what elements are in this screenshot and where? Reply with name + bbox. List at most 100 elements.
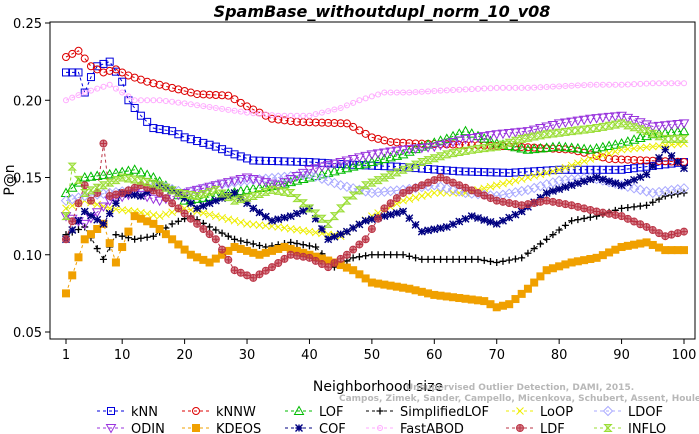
data-point	[231, 107, 238, 114]
data-point	[428, 142, 440, 153]
data-point	[424, 190, 432, 199]
data-point	[199, 90, 208, 99]
data-point	[681, 80, 687, 87]
data-point	[199, 201, 208, 210]
data-point	[517, 289, 526, 298]
data-point	[623, 178, 632, 187]
data-point	[211, 196, 220, 205]
data-point	[230, 95, 239, 104]
data-point	[299, 226, 308, 235]
data-point	[287, 238, 295, 246]
data-point	[528, 125, 540, 136]
data-point	[435, 152, 446, 161]
data-point	[104, 178, 115, 187]
data-point	[524, 84, 531, 91]
data-point	[256, 241, 264, 249]
data-point	[462, 255, 470, 263]
data-point	[442, 222, 451, 231]
data-point	[80, 235, 89, 244]
data-point	[205, 210, 214, 219]
legend-label: LDOF	[628, 405, 663, 420]
data-point	[572, 142, 584, 153]
data-point	[287, 112, 294, 119]
data-point	[387, 89, 394, 96]
data-point	[73, 175, 84, 184]
data-point	[455, 167, 464, 176]
data-point	[423, 156, 433, 165]
data-point	[250, 110, 257, 117]
data-point	[592, 153, 601, 161]
data-point	[424, 255, 432, 263]
data-point	[292, 157, 301, 166]
data-point	[523, 167, 532, 176]
data-point	[167, 186, 177, 195]
data-point	[112, 205, 120, 214]
data-point	[460, 125, 471, 136]
data-point	[218, 194, 227, 203]
data-point	[405, 214, 414, 223]
data-point	[674, 80, 681, 87]
data-point	[322, 161, 334, 171]
data-point	[547, 120, 559, 131]
data-point	[93, 245, 101, 253]
x-tick-label: 60	[426, 348, 443, 363]
data-point	[573, 126, 583, 135]
data-point	[467, 167, 476, 176]
data-point	[129, 175, 140, 184]
data-point	[60, 195, 72, 206]
data-point	[193, 90, 202, 99]
data-point	[285, 175, 297, 185]
data-point	[199, 138, 208, 147]
data-point	[161, 230, 170, 239]
data-point	[591, 114, 602, 124]
legend-item-odin: ODIN	[97, 422, 165, 434]
data-point	[361, 129, 370, 138]
data-point	[368, 251, 376, 259]
data-point	[300, 112, 307, 119]
data-point	[118, 243, 127, 252]
data-point	[274, 215, 283, 224]
data-point	[461, 167, 470, 176]
data-point	[193, 204, 202, 213]
data-point	[460, 146, 471, 155]
data-point	[585, 144, 596, 154]
x-tick-label: 50	[364, 348, 381, 363]
data-point	[355, 270, 364, 279]
chart-title: SpamBase_withoutdupl_norm_10_v08	[214, 2, 551, 21]
data-point	[286, 188, 296, 197]
data-point	[318, 109, 325, 116]
data-point	[299, 206, 308, 215]
data-point	[618, 204, 626, 212]
data-point	[118, 232, 126, 240]
data-point	[678, 119, 690, 129]
data-point	[661, 145, 670, 154]
data-point	[91, 208, 103, 218]
data-point	[416, 143, 428, 154]
data-point	[374, 251, 382, 259]
data-point	[118, 206, 127, 214]
data-point	[324, 235, 333, 244]
data-point	[437, 255, 445, 263]
y-axis-title: P@n	[2, 164, 18, 195]
data-point	[243, 238, 251, 246]
legend-swatch-marker	[603, 424, 613, 432]
data-point	[61, 212, 71, 221]
data-point	[412, 89, 419, 96]
data-point	[274, 157, 283, 166]
watermark-line-1: Unsupervised Outlier Detection, DAMI, 20…	[406, 383, 634, 393]
data-point	[143, 233, 151, 241]
data-point	[549, 231, 557, 239]
data-point	[331, 106, 338, 113]
data-point	[468, 86, 475, 93]
data-point	[387, 251, 395, 259]
data-point	[299, 157, 308, 166]
data-point	[136, 176, 146, 185]
data-point	[235, 175, 247, 185]
data-point	[647, 128, 659, 139]
data-point	[449, 255, 457, 263]
data-point	[487, 85, 494, 92]
data-point	[148, 194, 159, 205]
data-point	[193, 137, 202, 146]
data-point	[406, 89, 413, 96]
data-point	[119, 89, 126, 96]
